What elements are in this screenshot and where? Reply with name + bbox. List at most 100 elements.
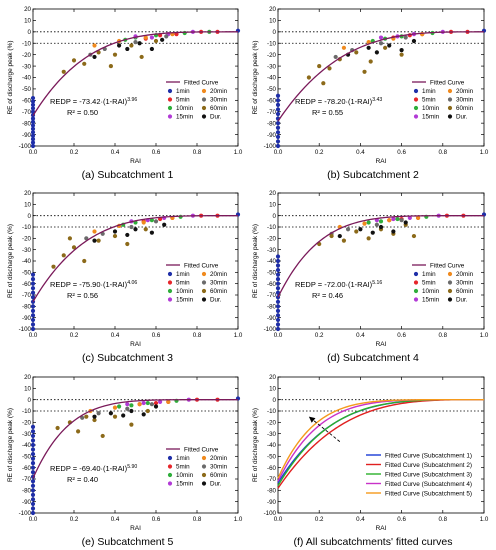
legend-marker bbox=[201, 288, 207, 294]
y-tick-label: -100 bbox=[19, 143, 32, 150]
x-tick-label: 0.6 bbox=[397, 516, 406, 523]
y-tick-label: -100 bbox=[264, 143, 277, 150]
legend-label: 30min bbox=[456, 280, 474, 287]
data-point-60min bbox=[71, 58, 77, 63]
y-tick-label: -40 bbox=[267, 442, 277, 449]
data-point-Dur bbox=[121, 413, 126, 418]
x-axis-label: RAI bbox=[130, 525, 141, 532]
data-point-60min bbox=[61, 69, 66, 74]
y-tick-label: -100 bbox=[19, 326, 32, 333]
legend-label: 60min bbox=[456, 105, 474, 112]
data-point-20min bbox=[341, 45, 347, 50]
data-point-30min bbox=[129, 224, 134, 230]
legend-marker bbox=[413, 280, 419, 285]
data-point-1min bbox=[30, 304, 36, 309]
equation-exponent: 5.90 bbox=[127, 464, 137, 470]
data-point-1min bbox=[30, 308, 36, 313]
y-tick-label: -20 bbox=[22, 236, 32, 243]
x-tick-label: 0.4 bbox=[111, 149, 120, 156]
data-point-1min bbox=[30, 281, 36, 286]
y-tick-label: -60 bbox=[22, 281, 32, 288]
y-tick-label: 0 bbox=[273, 397, 277, 404]
data-point-10min bbox=[395, 216, 400, 222]
data-point-60min bbox=[67, 236, 72, 241]
legend-label: Fitted Curve bbox=[184, 79, 219, 86]
r-squared-text: R² = 0.55 bbox=[312, 108, 343, 117]
legend-marker bbox=[201, 97, 207, 102]
data-point-1min bbox=[30, 106, 36, 111]
data-point-1min bbox=[30, 123, 36, 128]
fitted-curve bbox=[32, 215, 238, 303]
y-tick-label: -40 bbox=[267, 258, 277, 265]
y-tick-label: -40 bbox=[22, 75, 32, 82]
y-tick-label: 20 bbox=[269, 6, 276, 13]
data-point-15min bbox=[149, 35, 154, 40]
y-tick-label: -80 bbox=[22, 304, 32, 311]
data-point-60min bbox=[129, 43, 134, 48]
x-tick-label: 0.0 bbox=[274, 332, 283, 339]
legend-label: Dur. bbox=[456, 297, 468, 304]
y-axis-label: RE of discharge peak (%) bbox=[252, 224, 259, 298]
y-tick-label: 10 bbox=[269, 202, 276, 209]
data-point-1min bbox=[30, 322, 36, 327]
data-point-1min bbox=[275, 272, 281, 277]
y-tick-label: -50 bbox=[22, 86, 32, 93]
legend-label: 60min bbox=[210, 472, 228, 479]
data-point-1min bbox=[30, 140, 36, 145]
data-point-1min bbox=[30, 456, 36, 461]
data-point-Dur bbox=[378, 224, 384, 230]
y-tick-label: -10 bbox=[22, 40, 32, 47]
legend-label: Fitted Curve bbox=[430, 262, 465, 269]
data-point-20min bbox=[415, 215, 421, 221]
data-point-1min bbox=[30, 102, 36, 107]
equation-text: REDP = -78.20·(1-RAI)3.43 bbox=[295, 97, 382, 106]
y-tick-label: 20 bbox=[24, 190, 31, 197]
x-tick-label: 0.6 bbox=[152, 516, 161, 523]
data-point-Dur bbox=[141, 412, 146, 417]
legend-marker bbox=[447, 271, 453, 277]
y-tick-label: -90 bbox=[267, 132, 277, 139]
x-tick-label: 0.4 bbox=[356, 332, 365, 339]
data-point-60min bbox=[383, 45, 388, 50]
data-point-60min bbox=[71, 245, 77, 250]
x-tick-label: 1.0 bbox=[234, 149, 243, 156]
equation-exponent: 4.06 bbox=[127, 280, 137, 286]
data-point-1min bbox=[275, 93, 281, 98]
legend-marker bbox=[167, 114, 173, 119]
data-point-15min bbox=[378, 35, 384, 40]
data-point-30min bbox=[80, 415, 85, 420]
y-tick-label: 10 bbox=[24, 386, 31, 393]
y-tick-label: -50 bbox=[22, 270, 32, 277]
data-point-1min bbox=[275, 308, 281, 313]
data-point-1min bbox=[30, 290, 36, 295]
y-tick-label: 0 bbox=[273, 29, 277, 36]
x-axis-label: RAI bbox=[376, 158, 387, 165]
y-axis-label: RE of discharge peak (%) bbox=[7, 408, 14, 482]
legend-marker bbox=[167, 97, 173, 102]
data-point-20min bbox=[141, 220, 146, 225]
legend-label: 15min bbox=[176, 114, 194, 121]
legend-label: 15min bbox=[176, 297, 194, 304]
data-point-1min bbox=[30, 119, 36, 125]
data-point-30min bbox=[149, 402, 154, 407]
y-tick-label: -10 bbox=[22, 408, 32, 415]
equation-exponent: 3.43 bbox=[372, 97, 382, 103]
x-tick-label: 0.0 bbox=[29, 149, 38, 156]
legend-label: 60min bbox=[210, 105, 228, 112]
legend-marker bbox=[201, 464, 207, 469]
y-tick-label: 0 bbox=[273, 213, 277, 220]
data-point-20min bbox=[92, 229, 97, 234]
data-point-60min bbox=[329, 233, 334, 239]
equation-exponent: 3.96 bbox=[127, 97, 137, 103]
data-point-60min bbox=[362, 69, 367, 74]
data-point-60min bbox=[100, 433, 105, 439]
data-point-1min bbox=[30, 277, 36, 282]
y-tick-label: 10 bbox=[24, 18, 31, 25]
data-point-1min bbox=[30, 442, 36, 448]
legend-label: 5min bbox=[176, 280, 190, 287]
y-tick-label: 10 bbox=[269, 18, 276, 25]
x-tick-label: 1.0 bbox=[234, 516, 243, 523]
